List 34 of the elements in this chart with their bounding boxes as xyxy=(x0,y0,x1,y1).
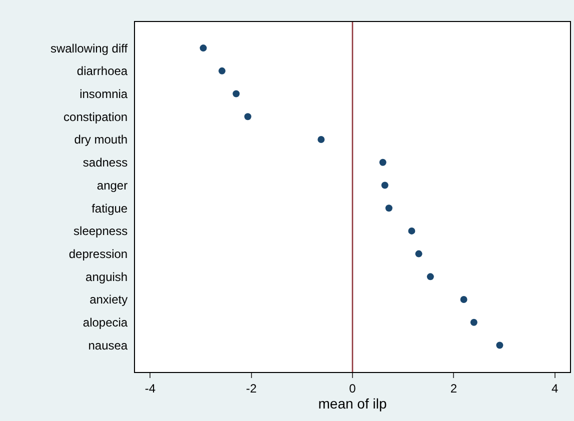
y-tick-label: sleepness xyxy=(74,224,128,238)
point xyxy=(460,296,468,304)
y-tick-label: alopecia xyxy=(82,316,128,330)
x-tick-label: -2 xyxy=(246,381,257,396)
point xyxy=(218,67,226,74)
point xyxy=(232,90,240,98)
point xyxy=(415,250,422,258)
point xyxy=(379,158,386,166)
y-tick-label: swallowing diff xyxy=(50,41,128,56)
point xyxy=(470,318,478,326)
point xyxy=(244,113,252,120)
y-tick-label: dry mouth xyxy=(74,132,128,147)
x-tick-label: 2 xyxy=(450,381,458,396)
y-tick-label: diarrhoea xyxy=(76,64,128,78)
point xyxy=(318,136,325,143)
y-tick-label: nausea xyxy=(88,338,128,352)
point xyxy=(426,273,434,280)
point xyxy=(408,227,416,234)
y-tick-label: insomnia xyxy=(80,86,128,101)
point xyxy=(381,182,388,189)
y-tick-label: constipation xyxy=(64,110,128,124)
x-axis-title: mean of ilp xyxy=(318,395,387,412)
y-tick-label: sadness xyxy=(82,156,128,170)
y-tick-label: fatigue xyxy=(92,201,128,216)
y-tick-label: anxiety xyxy=(90,292,128,307)
x-tick-label: 0 xyxy=(349,381,356,396)
y-tick-label: depression xyxy=(68,247,128,262)
point xyxy=(385,204,392,212)
y-tick-label: anguish xyxy=(86,270,128,284)
x-tick-label: -4 xyxy=(144,381,156,396)
point xyxy=(200,44,207,52)
point xyxy=(496,342,504,349)
x-tick-label: 4 xyxy=(551,381,558,396)
y-tick-label: anger xyxy=(96,178,128,192)
